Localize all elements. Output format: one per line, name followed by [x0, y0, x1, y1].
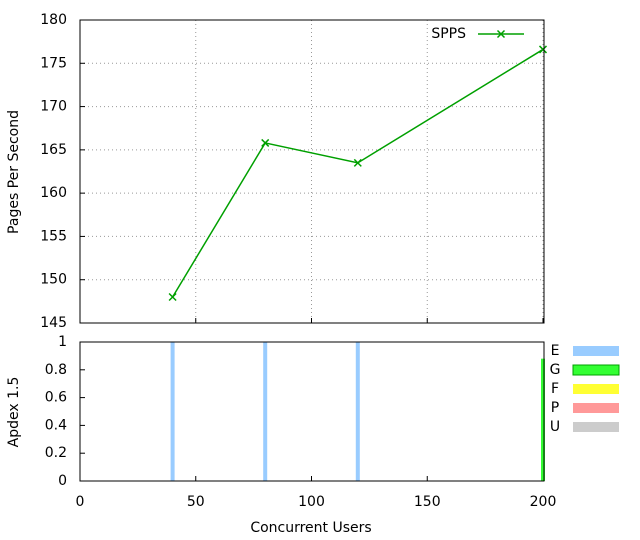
apdex-bar [170, 342, 175, 481]
y-axis-label: Apdex 1.5 [6, 377, 22, 448]
legend-label: G [550, 362, 561, 378]
y-tick-label: 175 [40, 55, 67, 71]
y-tick-label: 160 [40, 185, 67, 201]
y-tick-label: 0.2 [45, 445, 67, 461]
data-line [171, 48, 544, 298]
y-tick-label: 0.6 [45, 390, 67, 406]
y-tick-label: 1 [58, 334, 67, 350]
legend-marker [496, 29, 506, 39]
legend-swatch [573, 403, 619, 413]
legend-swatch [573, 384, 619, 394]
y-tick-label: 170 [40, 99, 67, 115]
legend-label: E [551, 343, 560, 359]
x-tick-label: 50 [187, 494, 205, 510]
y-tick-label: 0.8 [45, 362, 67, 378]
y-tick-label: 155 [40, 228, 67, 244]
point-marker [261, 138, 270, 147]
x-tick-label: 0 [76, 494, 85, 510]
y-tick-label: 145 [40, 315, 67, 331]
point-marker [538, 45, 548, 54]
apdex-bar [355, 342, 360, 481]
x-tick-label: 200 [530, 494, 557, 510]
legend-swatch [573, 346, 619, 356]
legend-label: P [551, 400, 559, 416]
point-marker [353, 158, 362, 167]
y-tick-label: 0.4 [45, 417, 67, 433]
y-tick-label: 180 [40, 12, 67, 28]
y-tick-label: 165 [40, 142, 67, 158]
legend-label: U [550, 419, 560, 435]
y-tick-label: 0 [58, 473, 67, 489]
apdex-bar [541, 358, 545, 481]
x-tick-label: 150 [414, 494, 441, 510]
legend-swatch [573, 422, 619, 432]
legend-label: F [551, 381, 559, 397]
x-tick-label: 100 [298, 494, 325, 510]
legend-label: SPPS [431, 26, 466, 42]
point-marker [168, 292, 177, 302]
apdex-bar [263, 342, 268, 481]
plot-frame [79, 19, 545, 324]
legend-swatch [572, 364, 620, 376]
plot-frame [79, 341, 545, 482]
x-axis-label: Concurrent Users [250, 520, 371, 536]
y-axis-label: Pages Per Second [6, 110, 22, 234]
y-tick-label: 150 [40, 272, 67, 288]
